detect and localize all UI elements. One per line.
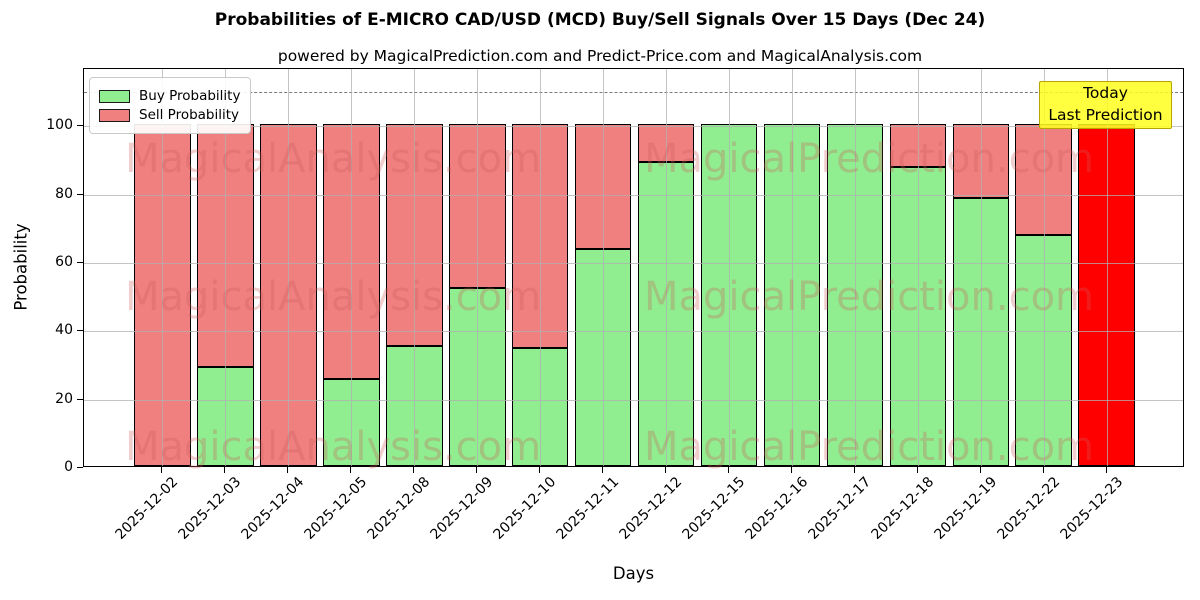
x-tick-mark — [350, 467, 352, 473]
x-tick-label: 2025-12-18 — [868, 474, 938, 543]
x-tick-mark — [665, 467, 667, 473]
v-gridline — [477, 69, 479, 466]
y-tick-mark — [77, 398, 83, 400]
x-tick-mark — [728, 467, 730, 473]
today-annotation-line1: Today — [1083, 84, 1128, 103]
chart-subtitle: powered by MagicalPrediction.com and Pre… — [277, 47, 923, 65]
x-tick-label: 2025-12-15 — [679, 474, 749, 543]
v-gridline — [1043, 69, 1045, 466]
x-tick-mark — [1105, 467, 1107, 473]
legend-label-buy: Buy Probability — [139, 88, 241, 104]
y-tick-mark — [77, 125, 83, 127]
x-tick-mark — [413, 467, 415, 473]
x-tick-mark — [539, 467, 541, 473]
v-gridline — [729, 69, 731, 466]
h-gridline — [84, 263, 1183, 265]
x-tick-mark — [224, 467, 226, 473]
bar-segment-sell — [385, 124, 443, 347]
v-gridline — [980, 69, 982, 466]
x-tick-label: 2025-12-08 — [364, 474, 434, 543]
y-tick-label: 100 — [46, 117, 73, 134]
h-gridline — [84, 126, 1183, 128]
y-tick-label: 0 — [64, 459, 73, 475]
v-gridline — [162, 69, 164, 466]
v-gridline — [540, 69, 542, 466]
bar-2025-12-03 — [197, 124, 254, 466]
x-tick-label: 2025-12-16 — [742, 474, 812, 543]
x-tick-label: 2025-12-02 — [112, 474, 182, 543]
v-gridline — [1106, 69, 1108, 466]
chart-title: Probabilities of E-MICRO CAD/USD (MCD) B… — [214, 10, 986, 30]
x-tick-mark — [602, 467, 604, 473]
legend-item-buy: Buy Probability — [99, 88, 240, 104]
bar-2025-12-23 — [1078, 124, 1136, 466]
bar-2025-12-12 — [637, 124, 695, 466]
x-tick-mark — [791, 467, 792, 473]
bar-segment-buy — [385, 346, 443, 466]
y-axis-label: Probability — [11, 223, 31, 311]
x-tick-mark — [476, 467, 478, 473]
bar-segment-sell — [511, 124, 569, 349]
chart-legend: Buy Probability Sell Probability — [89, 77, 251, 134]
y-tick-mark — [77, 330, 83, 332]
x-tick-mark — [161, 467, 163, 473]
h-gridline — [84, 194, 1183, 196]
bar-segment-special — [1078, 124, 1136, 466]
v-gridline — [854, 69, 856, 466]
bar-segment-buy — [511, 348, 569, 466]
h-gridline — [84, 399, 1183, 401]
y-tick-label: 80 — [55, 185, 73, 202]
bar-segment-buy — [637, 161, 695, 466]
y-tick-label: 60 — [55, 254, 73, 271]
x-tick-label: 2025-12-04 — [238, 474, 308, 543]
bar-2025-12-16 — [763, 124, 821, 466]
x-axis-label: Days — [612, 564, 655, 583]
x-tick-label: 2025-12-05 — [301, 474, 371, 543]
x-tick-label: 2025-12-17 — [805, 474, 875, 543]
v-gridline — [666, 69, 668, 466]
y-tick-label: 40 — [55, 322, 73, 339]
today-annotation-line2: Last Prediction — [1048, 106, 1163, 124]
v-gridline — [917, 69, 919, 466]
x-tick-label: 2025-12-09 — [427, 474, 497, 543]
bar-segment-sell — [952, 124, 1010, 198]
x-tick-mark — [853, 467, 855, 473]
bar-2025-12-10 — [511, 124, 569, 466]
x-tick-label: 2025-12-12 — [616, 474, 686, 543]
legend-label-sell: Sell Probability — [139, 107, 240, 123]
bar-segment-buy — [197, 366, 254, 466]
y-tick-mark — [77, 193, 83, 195]
bar-2025-12-08 — [385, 124, 443, 466]
x-tick-mark — [1042, 467, 1044, 473]
y-tick-mark — [77, 467, 83, 468]
x-tick-label: 2025-12-11 — [553, 474, 623, 543]
sell-swatch-icon — [99, 108, 130, 122]
h-gridline — [84, 331, 1183, 333]
x-tick-label: 2025-12-19 — [931, 474, 1001, 543]
x-tick-label: 2025-12-22 — [994, 474, 1064, 543]
v-gridline — [225, 69, 227, 466]
legend-item-sell: Sell Probability — [99, 107, 240, 123]
plot-area: Buy Probability Sell Probability Magical… — [83, 68, 1184, 470]
bar-segment-sell — [197, 124, 254, 367]
x-tick-label: 2025-12-03 — [175, 474, 245, 543]
threshold-dashed-line — [84, 92, 1183, 94]
bar-segment-sell — [637, 124, 695, 162]
v-gridline — [288, 69, 290, 466]
v-gridline — [792, 69, 793, 466]
x-tick-label: 2025-12-10 — [490, 474, 560, 543]
x-tick-label: 2025-12-23 — [1057, 474, 1127, 543]
y-tick-mark — [77, 262, 83, 264]
today-annotation-box: Today Last Prediction — [1039, 81, 1172, 129]
v-gridline — [603, 69, 605, 466]
y-tick-label: 20 — [55, 390, 73, 407]
v-gridline — [351, 69, 353, 466]
x-tick-mark — [287, 467, 289, 473]
x-tick-mark — [979, 467, 981, 473]
x-tick-mark — [916, 467, 918, 473]
buy-swatch-icon — [99, 89, 130, 103]
bar-segment-buy — [763, 124, 821, 466]
v-gridline — [414, 69, 416, 466]
